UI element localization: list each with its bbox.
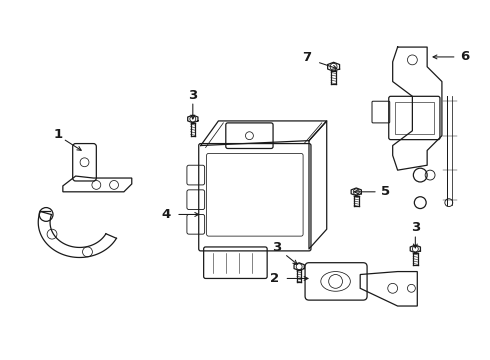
Text: 3: 3 [188, 89, 197, 102]
Text: 1: 1 [53, 128, 63, 141]
Text: 7: 7 [302, 51, 312, 64]
Text: 4: 4 [162, 208, 171, 221]
Text: 5: 5 [381, 185, 391, 198]
Text: 6: 6 [460, 50, 469, 63]
Text: 3: 3 [411, 221, 420, 234]
Text: 3: 3 [272, 242, 281, 255]
Text: 2: 2 [270, 272, 279, 285]
